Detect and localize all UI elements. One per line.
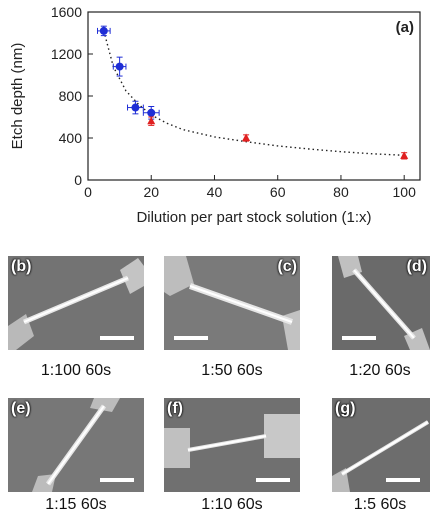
scale-bar-c	[174, 336, 208, 340]
data-point-triangle-2	[400, 151, 409, 159]
x-tick-label-3: 60	[270, 184, 286, 200]
sem-panel-d: (d)	[332, 256, 430, 350]
sem-image-d	[332, 256, 430, 350]
scale-bar-b	[100, 336, 134, 340]
panel-label-g: (g)	[335, 400, 356, 417]
data-point-circle-0	[99, 26, 108, 35]
x-tick-label-2: 40	[207, 184, 223, 200]
scale-bar-g	[386, 478, 420, 482]
scale-bar-f	[256, 478, 290, 482]
caption-g: 1:5 60s	[353, 496, 407, 513]
scale-bar-d	[342, 336, 376, 340]
x-tick-label-4: 80	[333, 184, 349, 200]
sem-panel-f: (f)	[164, 398, 300, 492]
y-tick-label-4: 1600	[51, 4, 82, 20]
data-point-triangle-1	[242, 133, 251, 141]
data-point-circle-2	[131, 103, 140, 112]
etch-depth-chart: 0 20 40 60 80 100 0 400 800 1200 1600 Dilution per …	[9, 4, 421, 226]
panel-label-f: (f)	[167, 400, 183, 417]
panel-label-a: (a)	[396, 19, 414, 36]
sem-image-b	[8, 256, 144, 350]
sem-panel-b: (b)	[8, 256, 144, 350]
y-axis-label: Etch depth (nm)	[9, 43, 26, 150]
data-point-triangle-0	[147, 116, 156, 125]
panel-label-e: (e)	[11, 400, 31, 417]
data-point-circle-1	[115, 62, 124, 71]
x-tick-label-5: 100	[393, 184, 417, 200]
x-tick-label-0: 0	[84, 184, 92, 200]
caption-d: 1:20 60s	[349, 362, 411, 379]
caption-c: 1:50 60s	[201, 362, 263, 379]
caption-f: 1:10 60s	[201, 496, 263, 513]
panel-label-b: (b)	[11, 258, 32, 275]
x-tick-label-1: 20	[143, 184, 159, 200]
y-tick-label-1: 400	[59, 130, 83, 146]
plot-frame	[87, 11, 421, 181]
y-tick-label-3: 1200	[51, 46, 82, 62]
scale-bar-e	[100, 478, 134, 482]
sem-image-c	[164, 256, 300, 350]
sem-panel-g: (g)	[332, 398, 430, 492]
x-axis-label: Dilution per part stock solution (1:x)	[136, 209, 371, 226]
fit-curve	[103, 30, 405, 156]
sem-panel-e: (e)	[8, 398, 144, 492]
caption-b: 1:100 60s	[40, 362, 112, 379]
caption-e: 1:15 60s	[45, 496, 107, 513]
y-tick-label-0: 0	[74, 172, 82, 188]
y-tick-label-2: 800	[59, 88, 83, 104]
data-point-circle-3	[147, 108, 156, 117]
panel-label-c: (c)	[277, 258, 297, 275]
panel-label-d: (d)	[406, 258, 427, 275]
sem-image-e	[8, 398, 144, 492]
sem-image-g	[332, 398, 430, 492]
sem-panel-c: (c)	[164, 256, 300, 350]
sem-image-f	[164, 398, 300, 492]
